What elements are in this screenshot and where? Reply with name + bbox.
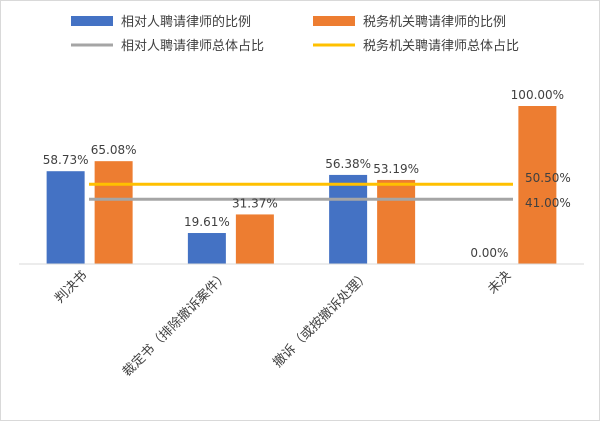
data-label-series1-cat4: 0.00% [470,246,508,260]
data-label-series2-cat4: 100.00% [511,88,564,102]
bar-series1-cat1 [46,171,85,264]
legend-swatch-1 [71,16,113,26]
reference-line-label-2: 50.50% [525,171,571,185]
data-labels: 58.73%65.08% 19.61%31.37% 56.38% 53.19% 0.00… [43,88,571,260]
bar-series2-cat3 [377,179,416,264]
legend-label-2: 税务机关聘请律师的比例 [363,14,506,30]
x-tick-label-4: 未决 [485,268,514,297]
legend-label-4: 税务机关聘请律师总体占比 [363,38,519,54]
data-label-series2-cat1: 65.08% [91,143,137,157]
data-label-series2-cat3: 53.19% [373,162,419,176]
data-label-series2-cat2: 31.37% [232,196,278,210]
x-tick-labels: 判决书 裁定书（排除撤诉案件） 撤诉（或按撤诉处理） 未决 [52,268,514,380]
bar-series2-cat4 [518,106,557,264]
legend-label-3: 相对人聘请律师总体占比 [121,39,264,54]
bar-series2-cat1 [94,161,133,264]
x-tick-label-2: 裁定书（排除撤诉案件） [119,268,231,380]
x-tick-label-1: 判决书 [52,268,90,306]
legend-label-1: 相对人聘请律师的比例 [121,14,251,30]
data-label-series1-cat3: 56.38% [325,157,371,171]
legend-swatch-2 [313,16,355,26]
bar-series2-cat2 [235,214,274,264]
reference-line-label-1: 41.00% [525,196,571,210]
x-tick-label-3: 撤诉（或按撤诉处理） [270,268,373,371]
data-label-series1-cat2: 19.61% [184,215,230,229]
bar-series1-cat3 [329,174,368,264]
data-label-series1-cat1: 58.73% [43,153,89,167]
reference-lines [89,182,513,201]
bars [46,106,557,264]
bar-series1-cat2 [187,233,226,264]
